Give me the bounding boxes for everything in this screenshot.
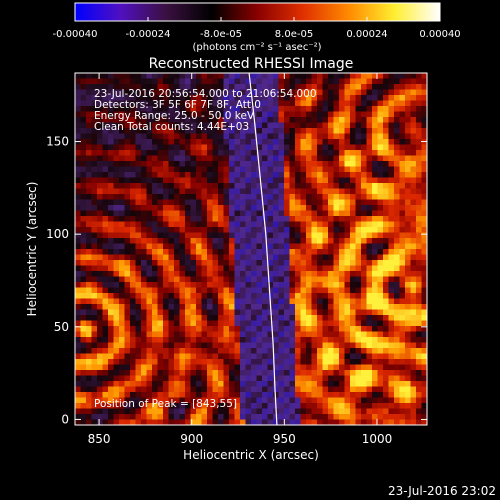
colorbar-strip — [74, 2, 441, 22]
annotation-detectors: Detectors: 3F 5F 6F 7F 8F, Att 0 — [94, 99, 261, 111]
y-axis-label: Heliocentric Y (arcsec) — [25, 182, 39, 317]
annotation-peak: Position of Peak = [843,55] — [94, 398, 237, 410]
colorbar-tick-label: 0.00040 — [419, 29, 460, 40]
annotation-clean: Clean Total counts: 4.44E+03 — [94, 121, 249, 133]
colorbar-tick-label: 0.00024 — [346, 29, 387, 40]
footer-timestamp: 23-Jul-2016 23:02 — [388, 484, 496, 498]
limb-curve — [248, 73, 278, 425]
y-axis-ticks: 0 50 100 150 — [46, 135, 427, 426]
colorbar-tick-label: 8.0e-05 — [275, 29, 313, 40]
colorbar: -0.00040 -0.00024 -8.0e-05 8.0e-05 0.00024 0.… — [53, 2, 461, 53]
y-tick-label: 150 — [46, 135, 69, 149]
x-tick-label: 950 — [273, 432, 296, 446]
colorbar-unit-label: (photons cm⁻² s⁻¹ asec⁻²) — [192, 42, 321, 53]
annotations: 23-Jul-2016 20:56:54.000 to 21:06:54.000… — [94, 88, 317, 410]
colorbar-ticks: -0.00040 -0.00024 -8.0e-05 8.0e-05 0.00024 0.… — [53, 17, 461, 40]
x-tick-label: 1000 — [362, 432, 393, 446]
y-tick-label: 50 — [54, 320, 69, 334]
y-tick-label: 0 — [61, 412, 69, 426]
y-tick-label: 100 — [46, 227, 69, 241]
x-tick-label: 850 — [88, 432, 111, 446]
chart-title: Reconstructed RHESSI Image — [149, 56, 354, 72]
heatmap-area — [75, 73, 427, 425]
plot-frame — [74, 72, 428, 426]
annotation-time-range: 23-Jul-2016 20:56:54.000 to 21:06:54.000 — [94, 88, 317, 100]
heatmap-cells — [75, 73, 427, 425]
annotation-energy: Energy Range: 25.0 - 50.0 keV — [94, 110, 255, 122]
x-axis-label: Heliocentric X (arcsec) — [183, 448, 319, 462]
x-tick-label: 900 — [180, 432, 203, 446]
colorbar-tick-label: -0.00040 — [53, 29, 98, 40]
colorbar-tick-label: -0.00024 — [126, 29, 171, 40]
colorbar-tick-label: -8.0e-05 — [200, 29, 242, 40]
x-axis-ticks: 850 900 950 1000 — [88, 73, 393, 446]
